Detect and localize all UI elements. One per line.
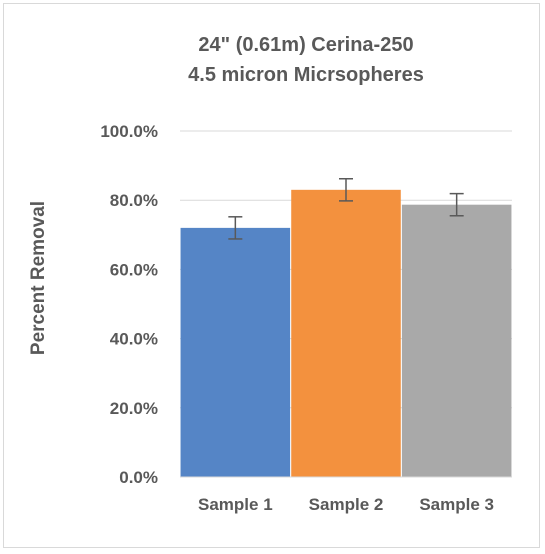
x-tick-label: Sample 3 — [419, 495, 494, 514]
y-tick-label: 100.0% — [100, 122, 158, 141]
x-tick-label: Sample 2 — [309, 495, 384, 514]
error-bar — [449, 192, 464, 217]
error-bar — [228, 216, 243, 240]
y-axis-tick-labels: 0.0% 20.0% 40.0% 60.0% 80.0% 100.0% — [100, 122, 158, 487]
error-bars — [228, 177, 464, 240]
chart-title-line-1: 24" (0.61m) Cerina-250 — [198, 34, 413, 56]
error-bar — [339, 177, 353, 202]
bar-sample-3 — [401, 204, 512, 477]
x-tick-label: Sample 1 — [198, 495, 273, 514]
chart-title: 24" (0.61m) Cerina-250 4.5 micron Micrso… — [188, 34, 424, 86]
y-tick-label: 0.0% — [119, 468, 158, 487]
y-tick-label: 60.0% — [110, 260, 158, 279]
y-tick-label: 20.0% — [110, 399, 158, 418]
bars — [180, 189, 512, 477]
chart-title-line-2: 4.5 micron Micrsopheres — [188, 64, 424, 86]
y-axis-label: Percent Removal — [28, 201, 49, 355]
y-tick-label: 80.0% — [110, 191, 158, 210]
y-tick-label: 40.0% — [110, 330, 158, 349]
bar-sample-2 — [291, 189, 401, 477]
x-axis-tick-labels: Sample 1 Sample 2 Sample 3 — [198, 495, 494, 514]
bar-sample-1 — [180, 227, 291, 477]
